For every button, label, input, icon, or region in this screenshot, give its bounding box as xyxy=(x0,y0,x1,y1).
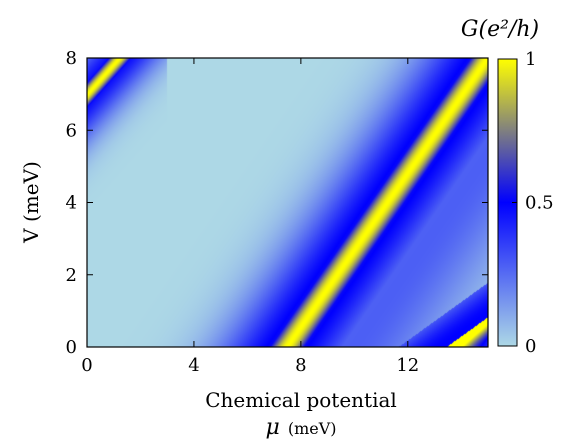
x-axis-ticks: 0 4 8 12 xyxy=(81,58,419,376)
heatmap-image xyxy=(87,58,488,347)
mu-symbol: μ xyxy=(265,415,279,440)
y-tick-label: 2 xyxy=(66,265,77,286)
y-axis-ticks: 0 2 4 6 8 xyxy=(66,48,488,358)
y-tick-label: 0 xyxy=(66,337,77,358)
x-tick-label: 0 xyxy=(81,355,92,376)
colorbar-title: G(e²/h) xyxy=(461,17,539,42)
colorbar-tick-label: 0 xyxy=(525,336,536,357)
x-axis-title: Chemical potential xyxy=(205,388,397,412)
x-tick-label: 4 xyxy=(188,355,199,376)
y-tick-label: 8 xyxy=(66,48,77,69)
mu-unit: (meV) xyxy=(288,419,337,438)
y-tick-label: 4 xyxy=(66,193,77,214)
colorbar-tick-label: 0.5 xyxy=(525,193,554,214)
x-tick-label: 12 xyxy=(396,355,419,376)
x-axis-unit-line: μ (meV) xyxy=(265,415,336,440)
heatmap-raster xyxy=(87,58,488,347)
y-axis-title: V (meV) xyxy=(19,161,43,244)
colorbar-tick-label: 1 xyxy=(525,49,536,70)
x-tick-label: 8 xyxy=(295,355,306,376)
colorbar-ticks: 00.51 xyxy=(512,49,554,357)
y-tick-label: 6 xyxy=(66,120,77,141)
